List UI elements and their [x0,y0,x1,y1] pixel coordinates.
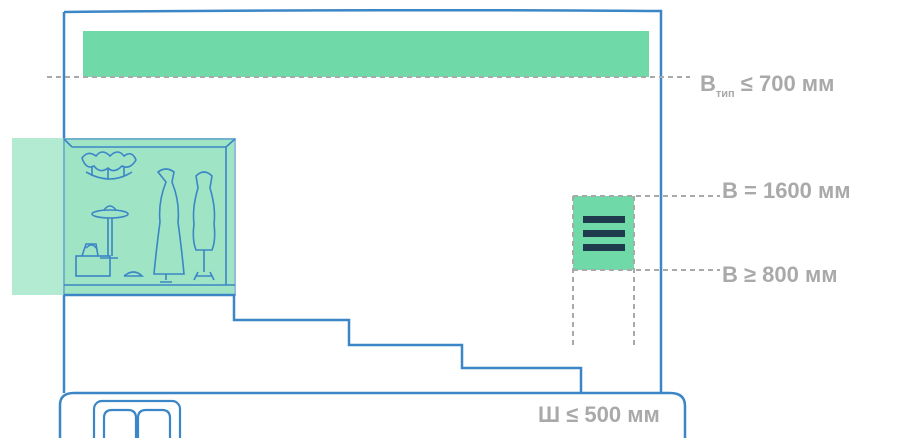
shop-window-frame [63,138,236,296]
wall-outline [63,8,663,393]
shop-window-illustration-icon [63,138,236,286]
top-height-label: В = 1600 мм [722,178,851,203]
hamburger-menu-icon [583,216,625,251]
top-signage-band [83,31,649,77]
bottom-height-label: В ≥ 800 мм [722,262,838,287]
base-outline [58,391,687,438]
open-book-icon [92,399,182,438]
staircase-outline [64,293,583,393]
panel-dashed-guides [572,195,720,345]
width-label: Ш ≤ 500 мм [538,402,660,427]
typical-height-label: Втип ≤ 700 мм [700,71,835,100]
